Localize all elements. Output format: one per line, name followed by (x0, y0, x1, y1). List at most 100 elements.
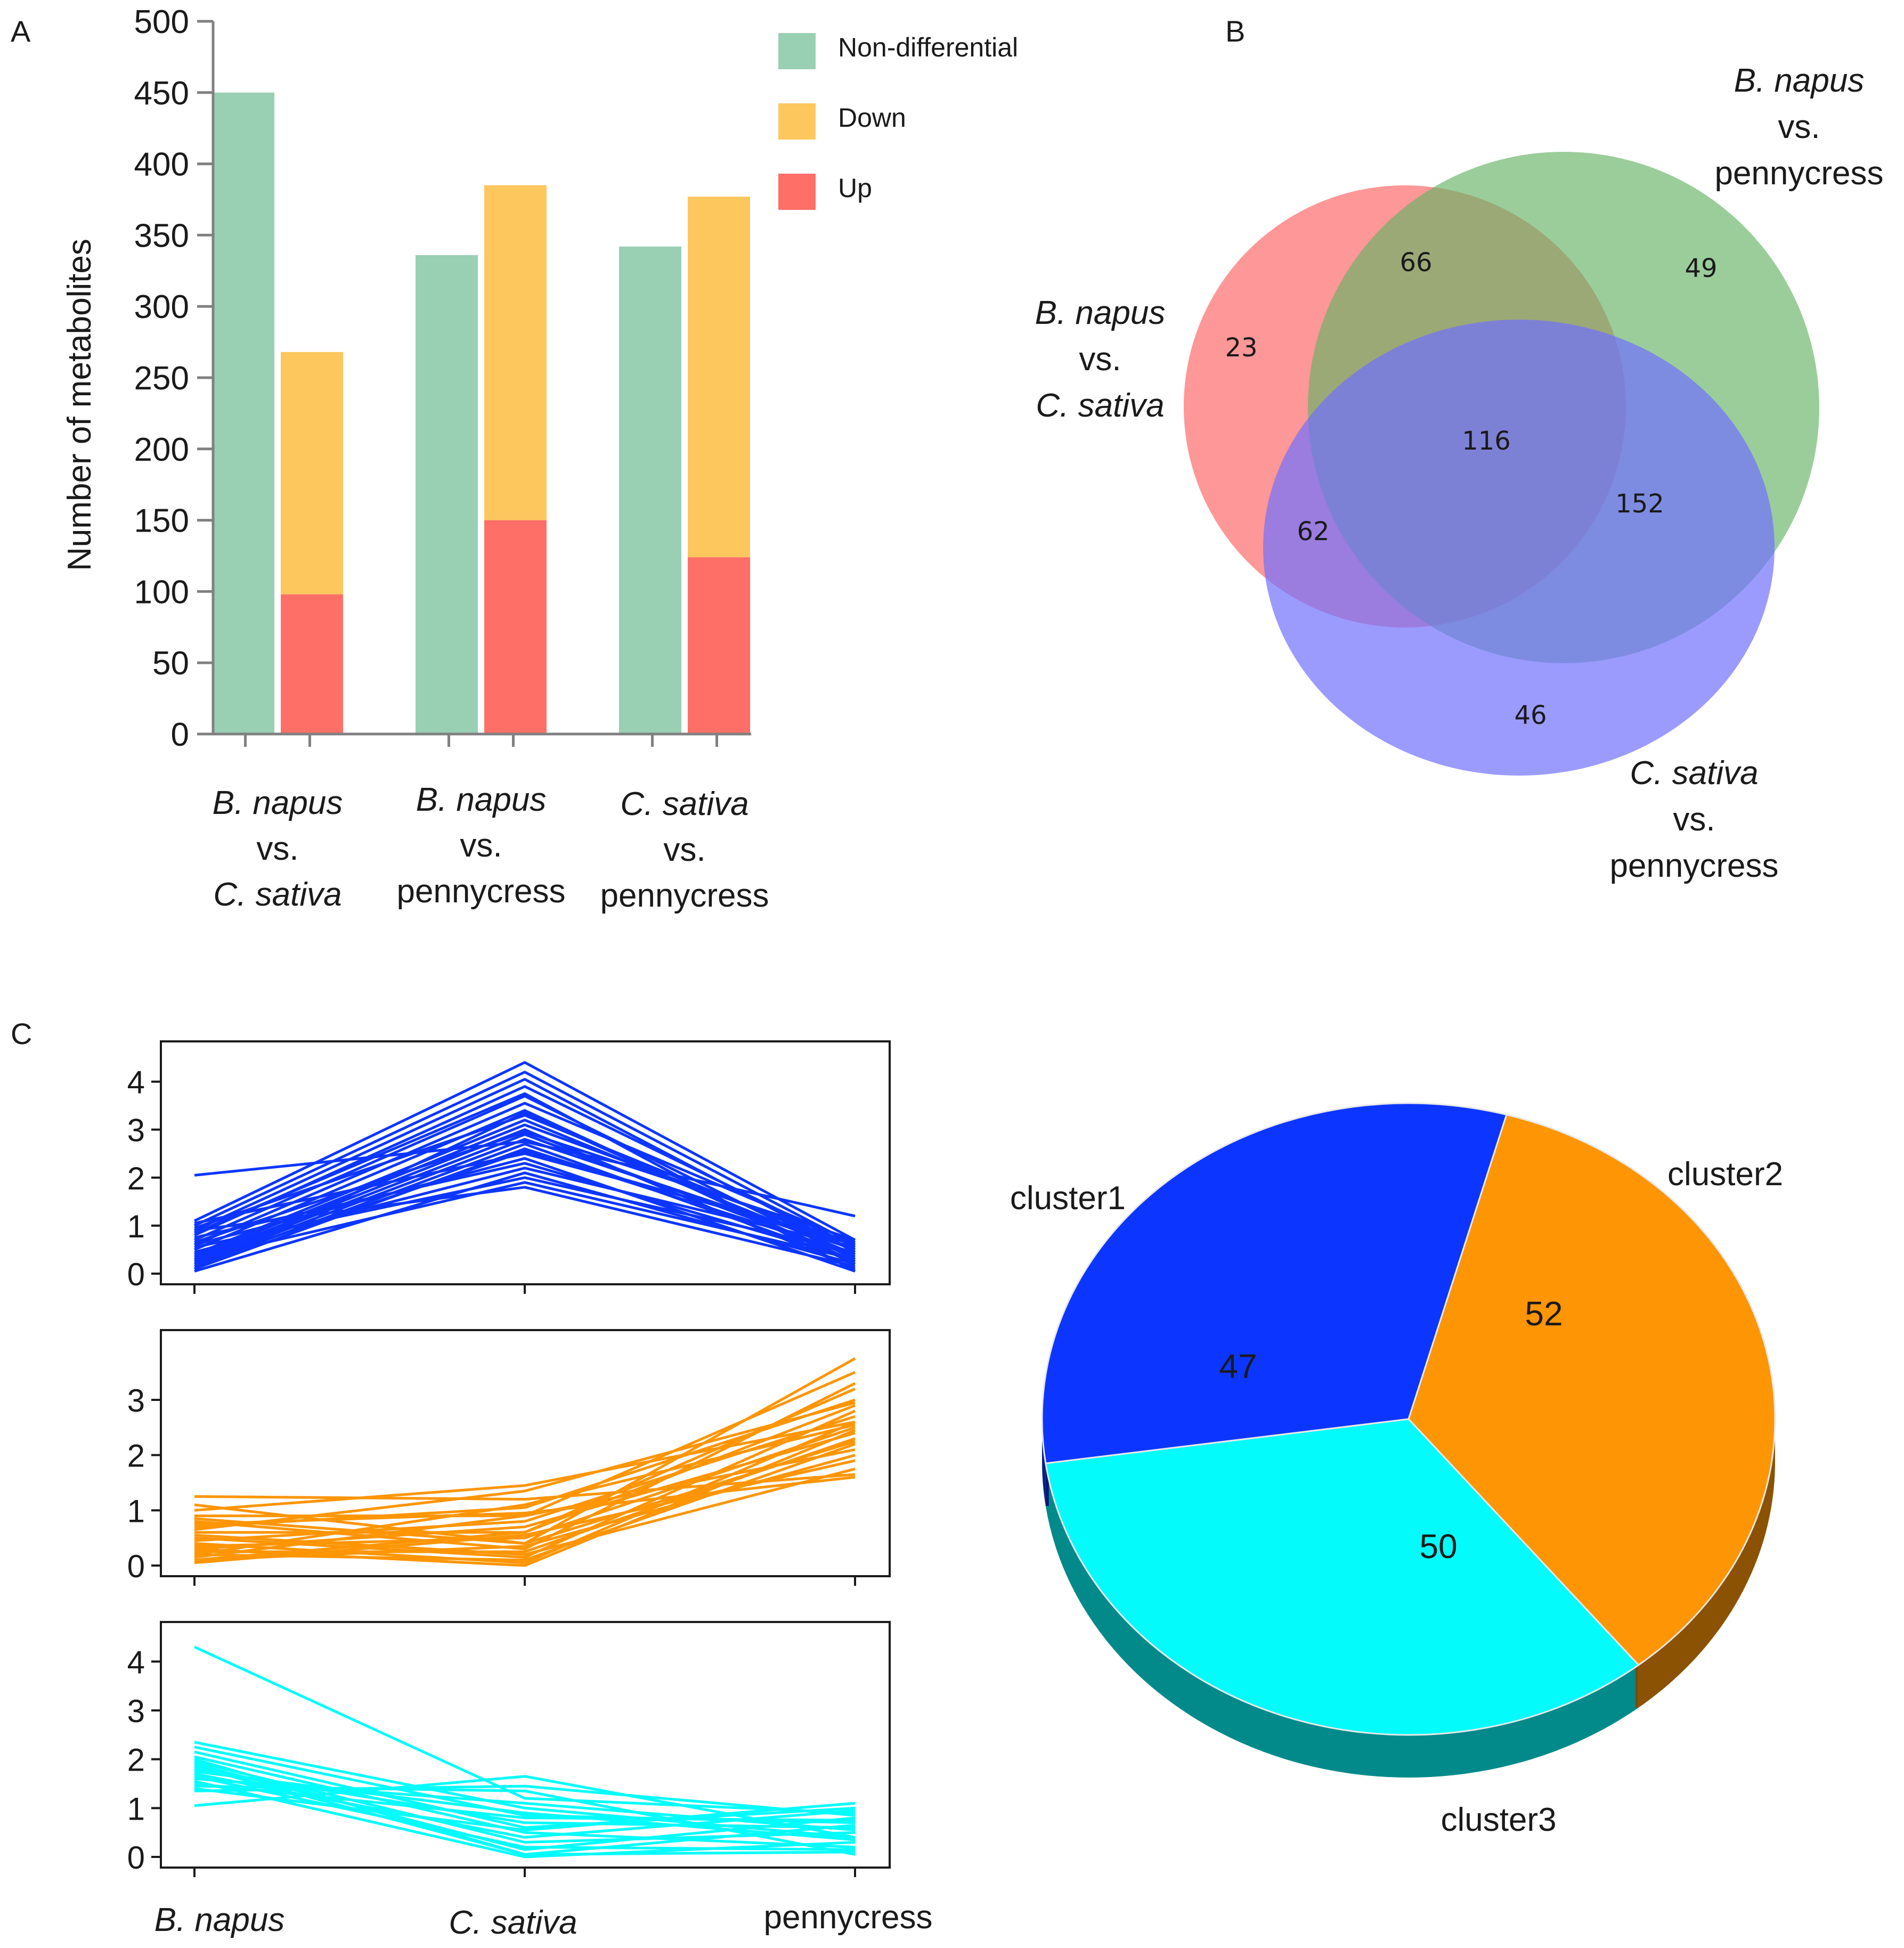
panel-c-line-charts: 0 1 2 3 4 0 1 2 3 0 1 2 3 4 B. napus C. sativa pennycres… (127, 1040, 933, 1941)
pie-side-walls (1042, 1419, 1775, 1778)
bar-down (281, 352, 343, 594)
series-line (194, 1758, 856, 1856)
series-line (194, 1401, 856, 1531)
series-line (193, 1061, 856, 1242)
venn-set-label-line: vs. (1778, 109, 1820, 145)
series-line (194, 1140, 856, 1218)
y-tick-label: 1 (127, 1493, 145, 1529)
venn-count-red-only: 23 (1225, 333, 1257, 363)
y-tick-label: 50 (152, 645, 189, 682)
pie-value-label: 50 (1419, 1527, 1457, 1566)
x-tick-label: pennycress (763, 1899, 932, 1936)
series-line (194, 1476, 856, 1526)
category-label-line: C. sativa (213, 876, 341, 913)
y-tick-label: 2 (127, 1742, 145, 1778)
series-line (194, 1770, 856, 1841)
series-line (194, 1119, 856, 1256)
pie-value-labels: 47 cluster1 52 cluster2 50 cluster3 (1010, 1156, 1783, 1838)
panel-c-letter: C (11, 1017, 32, 1050)
venn-set-label-line: B. napus (1734, 62, 1865, 99)
bar-non-differential (416, 255, 478, 734)
series-line (194, 1181, 856, 1261)
pie-slice-cluster1 (1041, 1102, 1508, 1464)
category-label-line: pennycress (600, 877, 769, 914)
venn-circle-csativa-vs-pennycress (1263, 320, 1775, 776)
series-line (193, 1071, 856, 1246)
panel-a-bar-chart: 0 50 100 150 200 250 300 350 400 450 500 Number of… (61, 4, 1018, 914)
x-axis-labels: B. napus C. sativa pennycress (154, 1899, 933, 1941)
category-label-line: pennycress (396, 873, 565, 910)
y-tick-label: 450 (134, 75, 189, 112)
pie-slice-cluster2 (1407, 1113, 1776, 1666)
venn-count-red-blue: 62 (1297, 517, 1329, 547)
y-tick-label: 4 (127, 1065, 145, 1101)
category-label-group: B. napus vs. C. sativa B. napus vs. pennycres… (213, 781, 769, 914)
y-tick-label: 0 (171, 716, 189, 753)
venn-set-label-line: pennycress (1714, 155, 1883, 192)
series-line (193, 1645, 856, 1814)
venn-set-label-line: B. napus (1035, 295, 1166, 331)
y-tick-group: 0 50 100 150 200 250 300 350 400 450 500 (134, 4, 213, 753)
venn-count-green-blue: 152 (1615, 489, 1664, 519)
series-line (194, 1388, 856, 1562)
pie-side-cluster1 (1042, 1419, 1046, 1506)
venn-set-label-line: pennycress (1609, 847, 1778, 884)
pie-side-cluster2 (1638, 1419, 1775, 1708)
venn-count-blue-only: 46 (1514, 700, 1547, 730)
y-tick-label: 1 (127, 1209, 145, 1244)
pie-value-label: 47 (1219, 1347, 1257, 1385)
bar-down (688, 197, 750, 558)
y-tick-label: 0 (127, 1257, 145, 1292)
legend-label: Non-differential (838, 32, 1018, 62)
line-panel-cluster2: 0 1 2 3 (127, 1329, 891, 1586)
x-tick-label: B. napus (154, 1902, 285, 1938)
category-label-line: vs. (663, 832, 705, 868)
y-tick-label: 2 (127, 1161, 145, 1196)
venn-count-all-three: 116 (1462, 426, 1511, 456)
legend-swatch (778, 33, 816, 69)
y-tick-label: 350 (134, 217, 189, 254)
series-line (194, 1133, 856, 1263)
venn-set-label-line: C. sativa (1036, 387, 1164, 424)
series-line (194, 1130, 856, 1244)
line-panel-cluster3: 0 1 2 3 4 (127, 1621, 891, 1877)
legend-label: Up (838, 173, 872, 203)
legend: Non-differential Down Up (778, 32, 1018, 210)
series-line (194, 1775, 856, 1839)
y-tick-label: 1 (127, 1791, 145, 1827)
panel-c-pie-chart: 47 cluster1 52 cluster2 50 cluster3 (1010, 1102, 1783, 1838)
y-tick-label: 4 (127, 1644, 145, 1680)
venn-set-label-line: vs. (1079, 341, 1121, 378)
category-label-line: C. sativa (620, 786, 748, 822)
bar-up (688, 557, 750, 734)
y-tick-label: 500 (134, 4, 189, 40)
venn-count-green-only: 49 (1685, 254, 1717, 283)
bar-group (212, 92, 750, 735)
x-tick-label: C. sativa (449, 1904, 577, 1941)
pie-top (1041, 1102, 1776, 1736)
bar-up (281, 594, 343, 734)
y-tick-label: 150 (134, 503, 189, 540)
series-line (194, 1787, 856, 1832)
series-line (194, 1150, 856, 1266)
legend-label: Down (838, 103, 906, 133)
y-tick-label: 300 (134, 289, 189, 325)
legend-swatch (778, 174, 816, 210)
bar-down (484, 185, 547, 520)
series-line (194, 1147, 856, 1270)
series-line (194, 1468, 856, 1556)
series-line (194, 1421, 856, 1512)
line-panel-cluster1: 0 1 2 3 4 (127, 1040, 891, 1294)
series-line (194, 1102, 856, 1246)
venn-region-counts: 23 49 46 66 62 152 116 (1225, 248, 1717, 730)
y-axis-label: Number of metabolites (61, 239, 98, 571)
series-line (194, 1092, 856, 1273)
series-line (194, 1176, 856, 1253)
series-line (194, 1750, 856, 1829)
category-label-line: vs. (256, 830, 298, 867)
series-line (194, 1775, 856, 1851)
y-tick-label: 3 (127, 1383, 145, 1419)
series-line (194, 1784, 856, 1856)
